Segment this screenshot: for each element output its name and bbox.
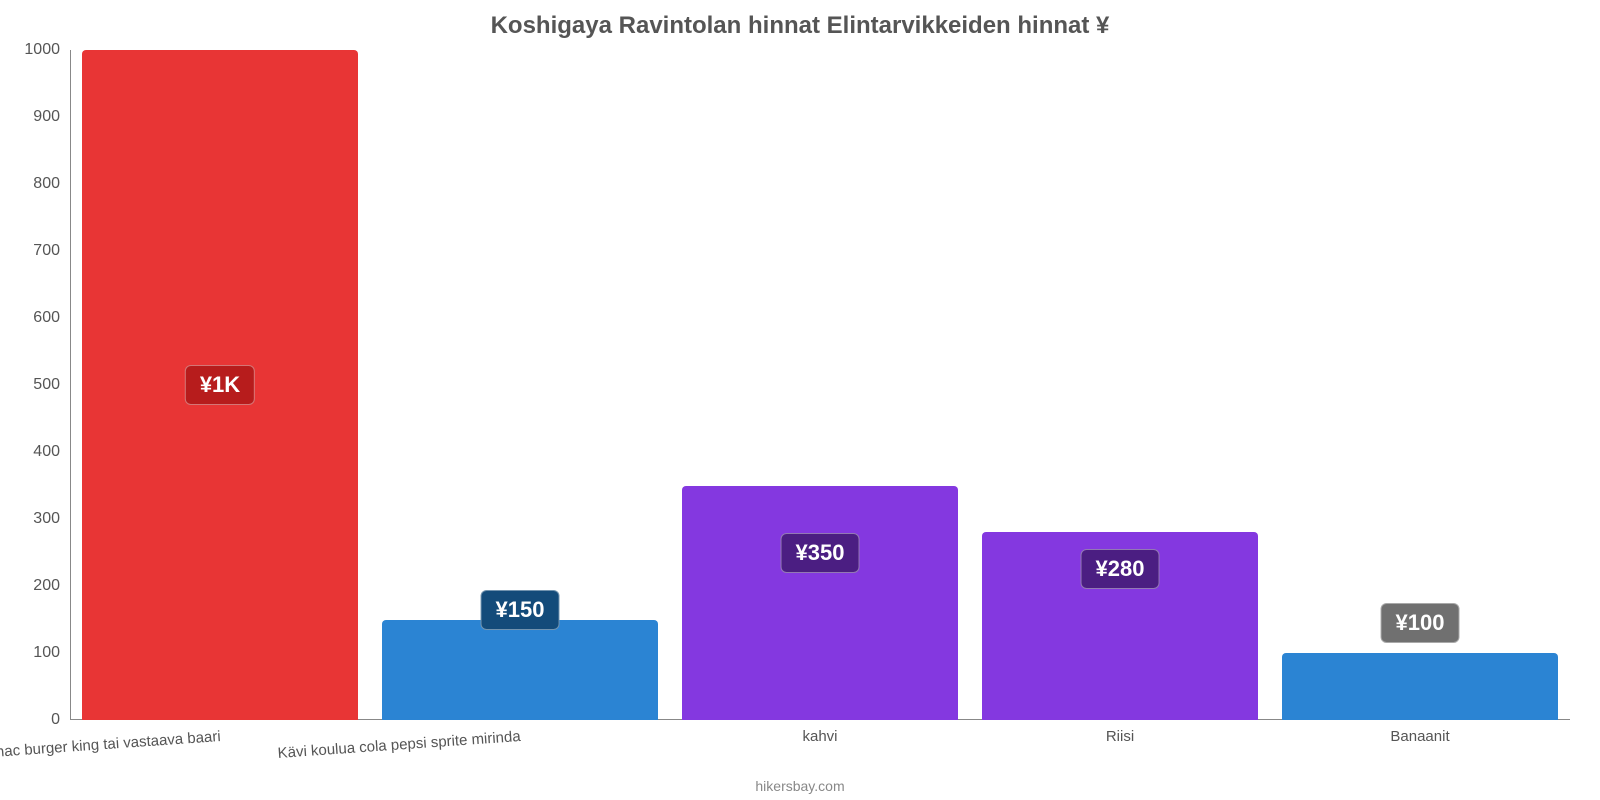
y-tick-label: 400 [0,443,60,461]
value-label: ¥1K [185,365,255,405]
value-label: ¥280 [1081,549,1160,589]
y-tick-label: 900 [0,108,60,126]
y-tick-label: 100 [0,644,60,662]
y-tick-label: 500 [0,376,60,394]
x-tick-label: mac burger king tai vastaava baari [0,728,221,761]
bar-group: ¥1K [82,50,358,720]
x-tick-label: Kävi koulua cola pepsi sprite mirinda [277,728,521,762]
y-tick-label: 0 [0,711,60,729]
credit-text: hikersbay.com [0,778,1600,794]
y-tick-label: 700 [0,242,60,260]
bar [382,620,658,721]
bar-group: ¥150 [382,50,658,720]
bar [682,486,958,721]
bar-group: ¥350 [682,50,958,720]
bars-container: ¥1K ¥150 ¥350 ¥280 ¥100 [70,50,1570,720]
value-label: ¥150 [481,590,560,630]
y-tick-label: 800 [0,175,60,193]
x-tick-label: Riisi [1106,728,1134,745]
plot-area: 01002003004005006007008009001000 ¥1K¥150… [70,50,1570,720]
value-label: ¥350 [781,533,860,573]
bar-group: ¥280 [982,50,1258,720]
y-tick-label: 600 [0,309,60,327]
chart-title: Koshigaya Ravintolan hinnat Elintarvikke… [0,12,1600,40]
y-tick-label: 1000 [0,41,60,59]
x-tick-label: kahvi [802,728,837,745]
y-tick-label: 300 [0,510,60,528]
value-label: ¥100 [1381,603,1460,643]
bar [1282,653,1558,720]
bar-group: ¥100 [1282,50,1558,720]
x-tick-label: Banaanit [1390,728,1449,745]
y-tick-label: 200 [0,577,60,595]
